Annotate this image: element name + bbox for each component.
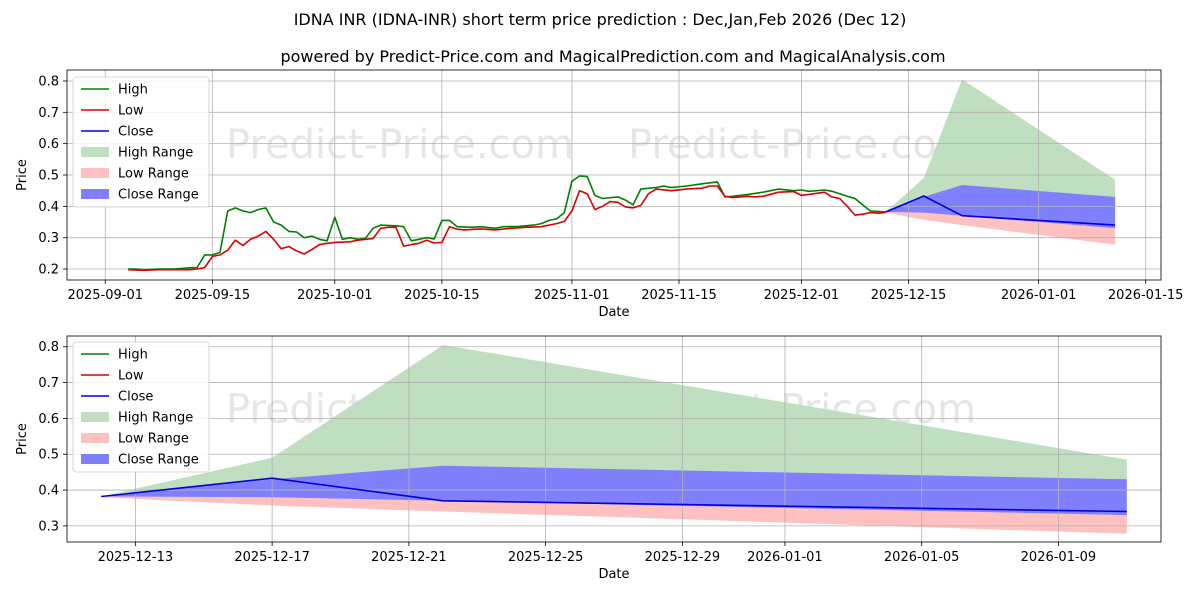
legend-label: High xyxy=(118,83,148,98)
x-tick-label: 2025-11-15 xyxy=(641,288,717,303)
close-line xyxy=(885,195,1116,226)
legend-label: Close xyxy=(118,390,153,405)
legend-label: Low Range xyxy=(118,167,189,182)
grid xyxy=(67,336,1161,542)
y-tick-label: 0.8 xyxy=(38,340,59,355)
y-tick-label: 0.3 xyxy=(38,519,59,534)
x-tick-label: 2025-12-25 xyxy=(508,550,584,565)
chart-title: IDNA INR (IDNA-INR) short term price pre… xyxy=(294,10,907,29)
legend-label: Low xyxy=(118,104,144,119)
legend-swatch-low-range xyxy=(81,433,109,443)
y-tick-label: 0.7 xyxy=(38,106,59,121)
x-tick-label: 2025-12-21 xyxy=(371,550,447,565)
series-lines xyxy=(101,477,1127,513)
watermark: Predict-Price.com xyxy=(628,122,976,168)
chart-subtitle: powered by Predict-Price.com and Magical… xyxy=(280,47,945,66)
bottom-panel: Predict-Price.comPredict-Price.com2025-1… xyxy=(15,335,1162,582)
y-tick-label: 0.3 xyxy=(38,231,59,246)
legend-swatch-low-range xyxy=(81,168,109,178)
legend-swatch-close-range xyxy=(81,189,109,199)
legend-label: Close Range xyxy=(118,188,199,203)
x-tick-label: 2025-12-17 xyxy=(234,550,310,565)
low-line xyxy=(128,185,886,272)
x-tick-label: 2025-09-01 xyxy=(67,288,143,303)
legend-swatch-high-range xyxy=(81,412,109,422)
plot-area xyxy=(101,345,1127,534)
series-lines xyxy=(128,175,1116,272)
x-axis-label: Date xyxy=(598,305,629,320)
legend: High Low Close High Range Low Range Close Ran… xyxy=(72,341,210,473)
low-range-area xyxy=(885,212,1116,245)
x-tick-label: 2025-12-15 xyxy=(871,288,947,303)
y-tick-label: 0.5 xyxy=(38,169,59,184)
x-tick-label: 2026-01-01 xyxy=(747,550,823,565)
legend-label: Low xyxy=(118,369,144,384)
y-tick-label: 0.4 xyxy=(38,484,59,499)
x-tick-label: 2025-12-29 xyxy=(645,550,721,565)
y-axis-label: Price xyxy=(15,423,30,455)
x-tick-label: 2025-11-01 xyxy=(534,288,610,303)
x-tick-label: 2026-01-01 xyxy=(1001,288,1077,303)
x-tick-label: 2025-10-01 xyxy=(297,288,373,303)
y-tick-label: 0.5 xyxy=(38,448,59,463)
x-tick-label: 2025-12-01 xyxy=(764,288,840,303)
x-tick-label: 2025-09-15 xyxy=(175,288,251,303)
watermark: Predict-Price.com xyxy=(226,122,574,168)
x-tick-label: 2025-12-13 xyxy=(98,550,174,565)
x-axis-label: Date xyxy=(598,567,629,582)
legend-label: High xyxy=(118,348,148,363)
y-tick-label: 0.4 xyxy=(38,200,59,215)
legend-label: High Range xyxy=(118,146,193,161)
x-tick-label: 2026-01-09 xyxy=(1021,550,1097,565)
x-tick-label: 2026-01-05 xyxy=(884,550,960,565)
legend: High Low Close High Range Low Range Close Ran… xyxy=(72,76,210,208)
axes-frame xyxy=(66,335,1162,543)
x-tick-label: 2026-01-15 xyxy=(1108,288,1184,303)
high-line xyxy=(128,175,886,271)
y-tick-label: 0.6 xyxy=(38,137,59,152)
y-axis-label: Price xyxy=(15,159,30,191)
y-tick-label: 0.8 xyxy=(38,74,59,89)
legend-swatch-high-range xyxy=(81,147,109,157)
x-tick-label: 2025-10-15 xyxy=(404,288,480,303)
grid xyxy=(67,70,1161,280)
legend-label: Close Range xyxy=(118,453,199,468)
low-range-area xyxy=(101,496,1127,534)
y-tick-label: 0.6 xyxy=(38,412,59,427)
legend-label: Close xyxy=(118,125,153,140)
legend-swatch-close-range xyxy=(81,454,109,464)
legend-label: Low Range xyxy=(118,432,189,447)
legend-label: High Range xyxy=(118,411,193,426)
close-line xyxy=(101,477,1127,513)
y-tick-label: 0.2 xyxy=(38,263,59,278)
top-panel: Predict-Price.com Predict-Price.com 2025-0… xyxy=(15,69,1184,320)
y-tick-label: 0.7 xyxy=(38,376,59,391)
